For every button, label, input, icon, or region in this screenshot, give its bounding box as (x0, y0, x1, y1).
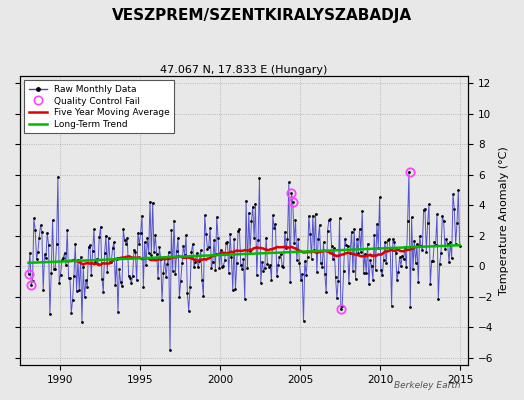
Text: VESZPREM/SZENTKIRALYSZABADJA: VESZPREM/SZENTKIRALYSZABADJA (112, 8, 412, 23)
Title: 47.067 N, 17.833 E (Hungary): 47.067 N, 17.833 E (Hungary) (160, 65, 328, 75)
Legend: Raw Monthly Data, Quality Control Fail, Five Year Moving Average, Long-Term Tren: Raw Monthly Data, Quality Control Fail, … (25, 80, 174, 134)
Text: Berkeley Earth: Berkeley Earth (395, 381, 461, 390)
Y-axis label: Temperature Anomaly (°C): Temperature Anomaly (°C) (499, 146, 509, 295)
